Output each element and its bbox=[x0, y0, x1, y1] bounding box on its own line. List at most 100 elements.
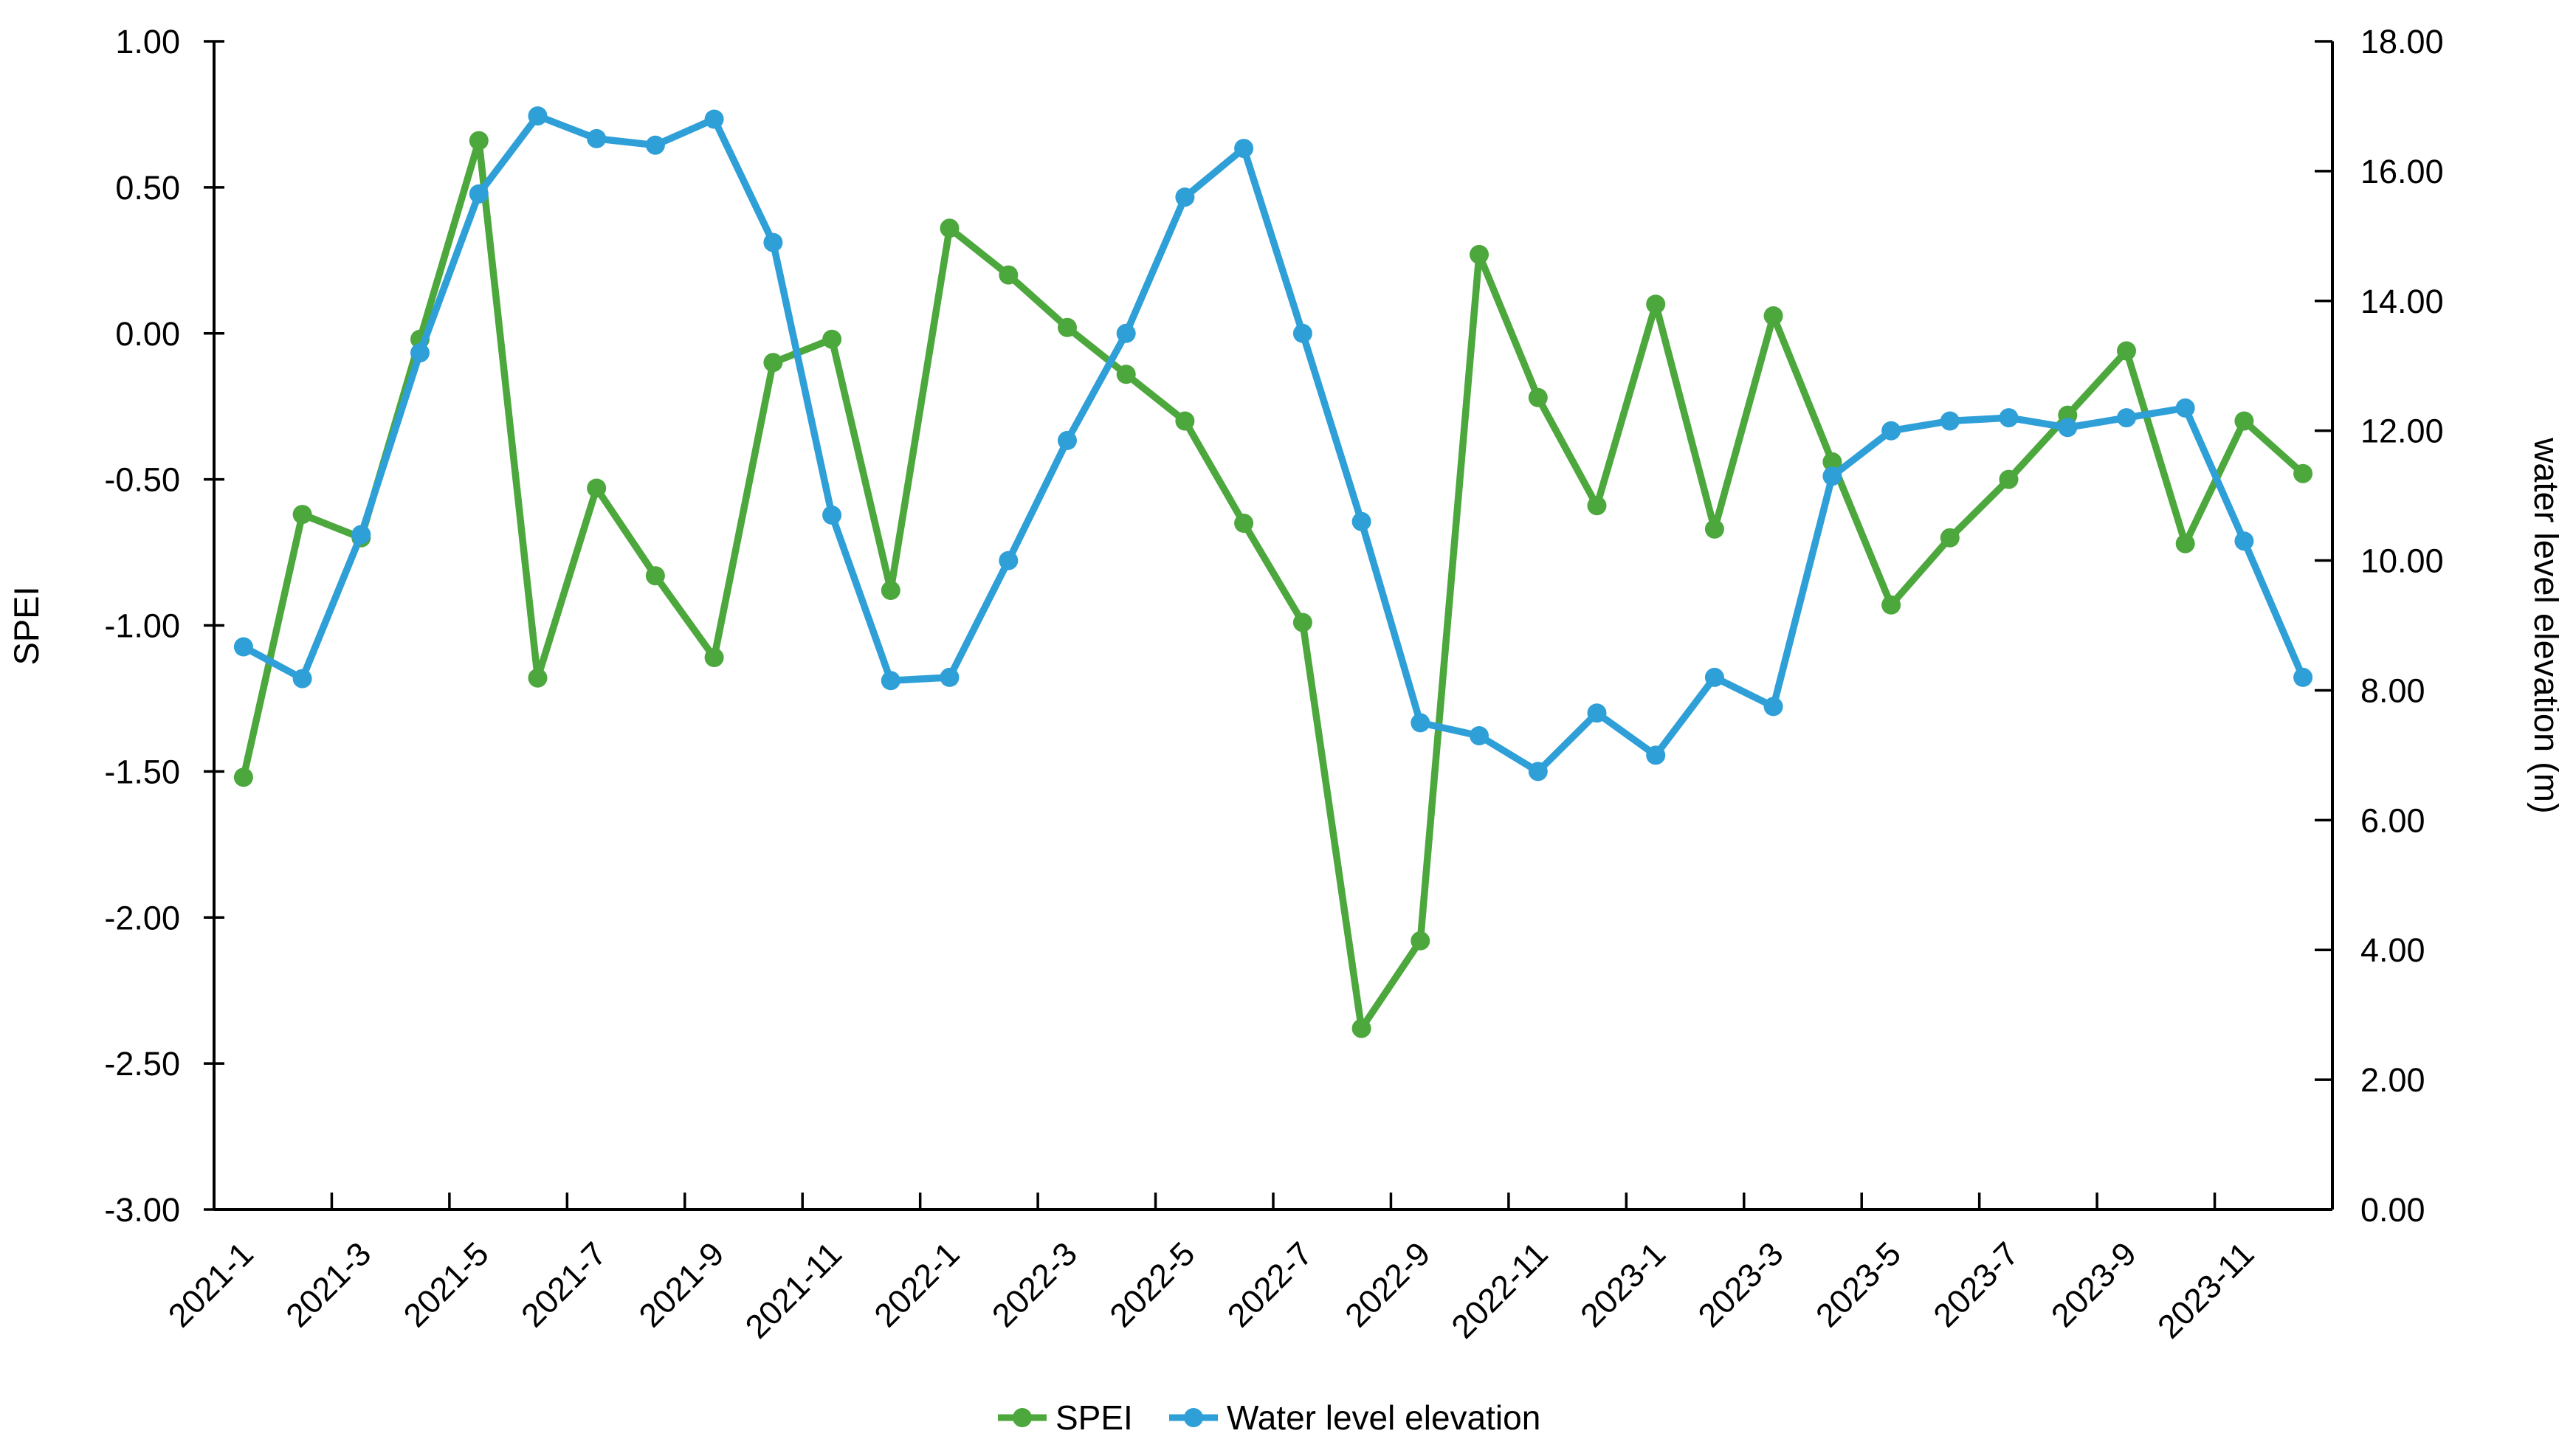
water-level-point-2023-5 bbox=[1881, 421, 1901, 441]
left-axis-tick-label: -1.50 bbox=[104, 753, 180, 790]
x-axis-tick-label: 2021-9 bbox=[632, 1235, 731, 1334]
water-level-point-2021-6 bbox=[528, 106, 548, 126]
water-level-point-2023-12 bbox=[2293, 667, 2313, 687]
water-level-point-2022-4 bbox=[1116, 323, 1136, 343]
x-axis-tick-label: 2021-11 bbox=[738, 1235, 849, 1345]
left-axis-tick-label: -3.00 bbox=[104, 1191, 180, 1229]
right-axis-tick-label: 2.00 bbox=[2360, 1061, 2425, 1099]
right-axis-tick-label: 12.00 bbox=[2360, 413, 2444, 450]
left-axis-title: SPEI bbox=[7, 586, 46, 665]
water-level-legend-label: Water level elevation bbox=[1227, 1398, 1540, 1437]
right-axis-tick-label: 6.00 bbox=[2360, 801, 2425, 839]
water-level-point-2023-3 bbox=[1763, 697, 1783, 717]
right-axis-tick-label: 0.00 bbox=[2360, 1191, 2425, 1229]
spei-legend-label: SPEI bbox=[1055, 1398, 1133, 1437]
right-axis-tick-label: 14.00 bbox=[2360, 283, 2444, 320]
spei-point-2021-10 bbox=[763, 353, 783, 373]
water-level-point-2021-2 bbox=[292, 669, 312, 689]
water-level-point-2023-11 bbox=[2234, 531, 2254, 551]
water-level-point-2022-12 bbox=[1587, 703, 1607, 723]
spei-point-2021-5 bbox=[469, 131, 489, 151]
left-axis-tick-label: 0.00 bbox=[115, 315, 180, 353]
spei-point-2021-9 bbox=[704, 648, 724, 667]
water-level-point-2022-11 bbox=[1528, 762, 1548, 782]
water-level-point-2021-7 bbox=[587, 128, 607, 148]
water-level-point-2022-7 bbox=[1292, 323, 1312, 343]
legend-item-spei: SPEI bbox=[998, 1398, 1133, 1437]
spei-line bbox=[240, 137, 2307, 1032]
spei-point-2023-12 bbox=[2293, 463, 2313, 483]
right-axis-tick-label: 10.00 bbox=[2360, 542, 2444, 580]
water-level-point-2023-6 bbox=[1940, 411, 1960, 431]
spei-point-2022-4 bbox=[1116, 365, 1136, 384]
spei-point-2022-1 bbox=[940, 218, 960, 238]
spei-point-2022-9 bbox=[1411, 931, 1430, 950]
water-level-point-2023-9 bbox=[2117, 408, 2136, 428]
x-axis-tick-label: 2022-11 bbox=[1444, 1235, 1554, 1345]
spei-point-2023-2 bbox=[1704, 519, 1724, 539]
spei-point-2022-12 bbox=[1587, 496, 1607, 516]
spei-point-2021-1 bbox=[233, 767, 253, 787]
left-axis-tick-label: -2.50 bbox=[104, 1045, 180, 1083]
spei-point-2022-6 bbox=[1234, 514, 1254, 533]
spei-point-2022-7 bbox=[1292, 613, 1312, 632]
water-level-point-2022-5 bbox=[1175, 187, 1195, 207]
water-level-point-2023-10 bbox=[2175, 398, 2195, 418]
x-axis-tick-label: 2023-11 bbox=[2150, 1235, 2261, 1345]
x-axis-tick-label: 2021-7 bbox=[514, 1235, 613, 1334]
x-axis-tick-label: 2021-3 bbox=[278, 1235, 378, 1334]
spei-point-2023-1 bbox=[1646, 294, 1666, 314]
spei-point-2023-6 bbox=[1940, 528, 1960, 548]
left-axis-tick-label: -2.00 bbox=[104, 899, 180, 936]
spei-point-2022-8 bbox=[1351, 1018, 1371, 1038]
water-level-point-2023-4 bbox=[1822, 466, 1842, 486]
x-axis-tick-label: 2022-9 bbox=[1337, 1235, 1437, 1334]
spei-point-2023-3 bbox=[1763, 306, 1783, 325]
water-level-line bbox=[240, 112, 2307, 776]
spei-point-2021-2 bbox=[292, 505, 312, 525]
spei-point-2022-11 bbox=[1528, 387, 1548, 407]
right-axis-tick-label: 4.00 bbox=[2360, 931, 2425, 969]
right-axis-tick-label: 16.00 bbox=[2360, 153, 2444, 190]
water-level-point-2022-1 bbox=[940, 667, 960, 687]
data-series bbox=[233, 106, 2313, 1038]
water-level-point-2021-1 bbox=[233, 637, 253, 657]
spei-point-2022-3 bbox=[1058, 317, 1077, 337]
water-level-point-2023-2 bbox=[1704, 667, 1724, 687]
water-level-point-2023-1 bbox=[1646, 745, 1666, 765]
water-level-point-2022-8 bbox=[1351, 511, 1371, 531]
spei-point-2023-11 bbox=[2234, 411, 2254, 431]
spei-legend-marker bbox=[1013, 1408, 1032, 1427]
spei-point-2021-8 bbox=[645, 566, 665, 586]
right-axis-tick-label: 8.00 bbox=[2360, 672, 2425, 709]
x-axis-tick-label: 2021-1 bbox=[161, 1235, 261, 1334]
x-axis-tick-label: 2022-1 bbox=[867, 1235, 966, 1334]
spei-point-2022-10 bbox=[1470, 244, 1489, 264]
x-axis-tick-label: 2023-9 bbox=[2044, 1235, 2143, 1334]
water-level-point-2021-12 bbox=[881, 671, 900, 691]
right-axis-tick-label: 18.00 bbox=[2360, 23, 2444, 61]
x-axis-tick-label: 2023-3 bbox=[1691, 1235, 1791, 1334]
spei-point-2021-7 bbox=[587, 478, 607, 498]
water-level-legend-marker bbox=[1184, 1408, 1203, 1427]
tick-marks bbox=[204, 40, 2332, 1211]
x-axis-tick-label: 2022-3 bbox=[985, 1235, 1084, 1334]
water-level-point-2022-9 bbox=[1411, 713, 1430, 733]
water-level-point-2021-8 bbox=[645, 135, 665, 155]
spei-point-2022-5 bbox=[1175, 411, 1195, 431]
water-level-point-2023-7 bbox=[1999, 408, 2019, 428]
x-axis-tick-label: 2022-7 bbox=[1220, 1235, 1320, 1334]
x-axis-tick-label: 2023-7 bbox=[1926, 1235, 2025, 1334]
spei-point-2023-4 bbox=[1822, 452, 1842, 472]
chart-legend: SPEI Water level elevation bbox=[998, 1398, 1540, 1437]
spei-point-2023-10 bbox=[2175, 534, 2195, 553]
left-axis-tick-label: 1.00 bbox=[115, 23, 180, 61]
x-axis-tick-label: 2022-5 bbox=[1102, 1235, 1202, 1334]
left-axis-tick-label: -0.50 bbox=[104, 461, 180, 499]
left-axis-tick-label: -1.00 bbox=[104, 607, 180, 645]
water-level-point-2022-10 bbox=[1470, 726, 1489, 745]
spei-point-2021-11 bbox=[822, 329, 842, 349]
water-level-point-2021-5 bbox=[469, 184, 489, 204]
x-axis-tick-label: 2023-5 bbox=[1808, 1235, 1908, 1334]
